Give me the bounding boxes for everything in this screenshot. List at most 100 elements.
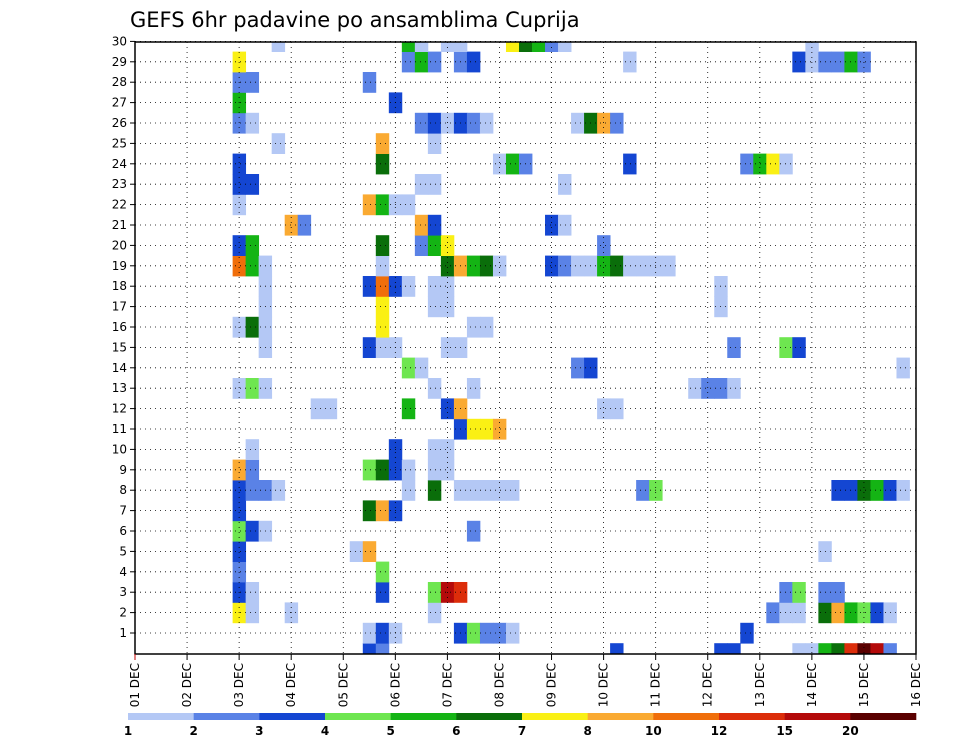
heat-cell (870, 602, 884, 624)
heat-cell (492, 255, 507, 277)
heat-cell (245, 520, 260, 542)
heat-cell (245, 235, 260, 256)
heat-cell (375, 337, 390, 358)
heat-cell (844, 602, 858, 624)
heat-cell (466, 316, 481, 338)
heat-cell (623, 153, 637, 175)
heat-cell (401, 398, 416, 420)
heat-cell (245, 72, 260, 93)
heat-cell (662, 255, 676, 277)
x-tick-label: 15 DEC (857, 663, 871, 707)
heat-cell (414, 51, 429, 73)
grid-lines (135, 41, 916, 654)
heat-cell (232, 174, 247, 195)
heat-cell (245, 602, 260, 624)
heat-cell (245, 316, 260, 338)
y-tick-label: 22 (112, 198, 127, 212)
heat-cell (805, 51, 819, 73)
heat-cell (375, 153, 390, 175)
heat-cell (727, 643, 741, 654)
heat-cell (492, 622, 507, 644)
x-tick-label: 10 DEC (597, 663, 611, 707)
heat-cell (727, 378, 741, 399)
heat-cell (831, 582, 845, 603)
heat-cell (597, 112, 611, 134)
y-tick-label: 10 (112, 442, 127, 456)
heat-cell (857, 643, 871, 654)
y-tick-label: 3 (119, 585, 127, 599)
heat-cell (375, 459, 390, 481)
heat-cell (492, 480, 507, 501)
heat-cell (440, 296, 455, 318)
heat-cell (375, 133, 390, 154)
heat-cell (545, 255, 559, 277)
chart-title: GEFS 6hr padavine po ansamblima Cuprija (130, 8, 580, 32)
heat-cell (362, 194, 377, 216)
heat-cell (284, 214, 299, 236)
heat-cell (375, 316, 390, 338)
heat-cell (232, 378, 247, 399)
heat-cell (714, 643, 728, 654)
y-tick-label: 25 (112, 136, 127, 150)
y-tick-label: 4 (119, 565, 127, 579)
heat-cell (792, 51, 806, 73)
heat-cell (896, 357, 910, 379)
heat-cell (623, 255, 637, 277)
heatmap-cells (232, 42, 910, 685)
heat-cell (505, 480, 520, 501)
colorbar-swatch (784, 713, 851, 720)
heat-cell (245, 255, 260, 277)
heat-cell (466, 520, 481, 542)
heat-cell (818, 643, 832, 654)
heat-cell (375, 296, 390, 318)
colorbar-label: 3 (255, 724, 263, 738)
heat-cell (271, 42, 286, 52)
heat-cell (492, 418, 507, 440)
y-tick-label: 5 (119, 544, 127, 558)
heat-cell (779, 337, 793, 358)
colorbar-swatch (522, 713, 588, 720)
heat-cell (545, 214, 559, 236)
heat-cell (505, 153, 520, 175)
y-tick-label: 9 (119, 463, 127, 477)
heat-cell (375, 255, 390, 277)
x-tick-label: 08 DEC (492, 663, 506, 707)
heat-cell (375, 500, 390, 522)
heat-cell (246, 664, 259, 685)
heat-cell (232, 235, 247, 256)
y-tick-label: 21 (112, 218, 127, 232)
heat-cell (245, 439, 260, 460)
heat-cell (896, 480, 910, 501)
heat-cell (245, 582, 260, 603)
colorbar-label: 1 (124, 724, 132, 738)
colorbar-swatch (653, 713, 720, 720)
heat-cell (414, 112, 429, 134)
heat-cell (427, 378, 442, 399)
heat-cell (362, 459, 377, 481)
heat-cell (427, 133, 442, 154)
y-tick-label: 14 (112, 361, 127, 375)
y-tick-label: 27 (112, 96, 127, 110)
colorbar-swatch (850, 713, 917, 720)
heat-cell (232, 153, 247, 175)
heat-cell (362, 541, 377, 562)
heat-cell (401, 480, 416, 501)
y-tick-label: 6 (119, 524, 127, 538)
heat-cell (466, 378, 481, 399)
heat-cell (414, 42, 429, 52)
y-tick-label: 24 (112, 157, 127, 171)
heat-cell (623, 51, 637, 73)
heat-cell (857, 51, 871, 73)
heat-cell (440, 276, 455, 297)
heat-cell (792, 337, 806, 358)
x-tick-label: 16 DEC (909, 663, 923, 707)
heat-cell (636, 255, 650, 277)
x-tick-label: 03 DEC (232, 663, 246, 707)
heat-cell (298, 664, 311, 685)
x-tick-label: 12 DEC (701, 663, 715, 707)
heat-cell (427, 276, 442, 297)
colorbar-label: 12 (711, 724, 728, 738)
heat-cell (401, 51, 416, 73)
heat-cell (232, 112, 247, 134)
